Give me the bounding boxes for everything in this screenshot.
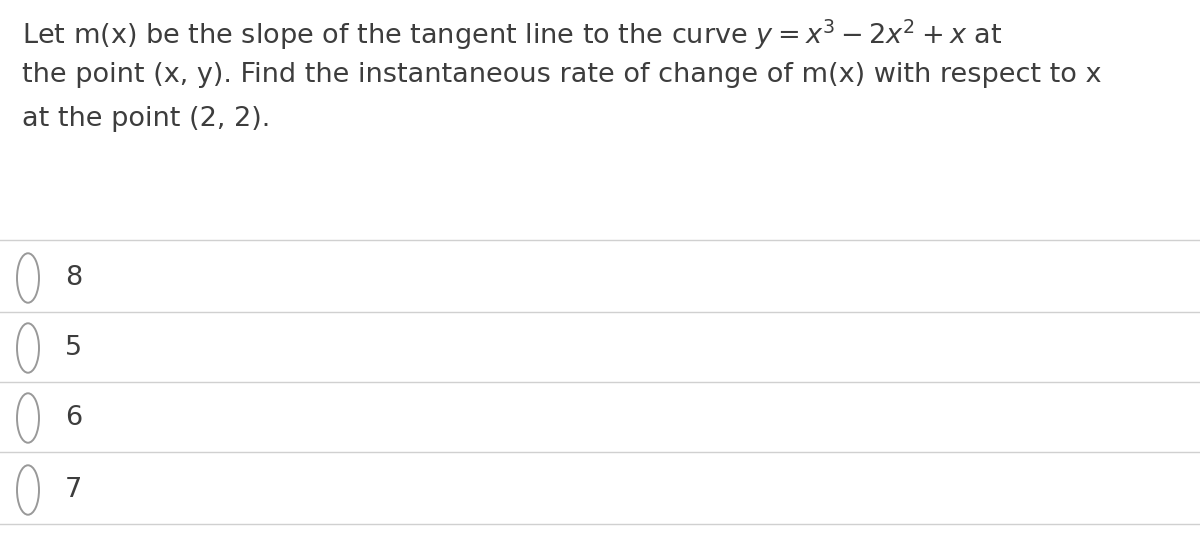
Text: the point (x, y). Find the instantaneous rate of change of m(x) with respect to : the point (x, y). Find the instantaneous…	[22, 62, 1102, 88]
Text: 7: 7	[65, 477, 83, 503]
Text: 8: 8	[65, 265, 83, 291]
Text: at the point (2, 2).: at the point (2, 2).	[22, 106, 270, 132]
Text: 6: 6	[65, 405, 83, 431]
Text: 5: 5	[65, 335, 82, 361]
Text: Let m(x) be the slope of the tangent line to the curve $y = x^3 - 2x^2 + x$ at: Let m(x) be the slope of the tangent lin…	[22, 18, 1002, 52]
